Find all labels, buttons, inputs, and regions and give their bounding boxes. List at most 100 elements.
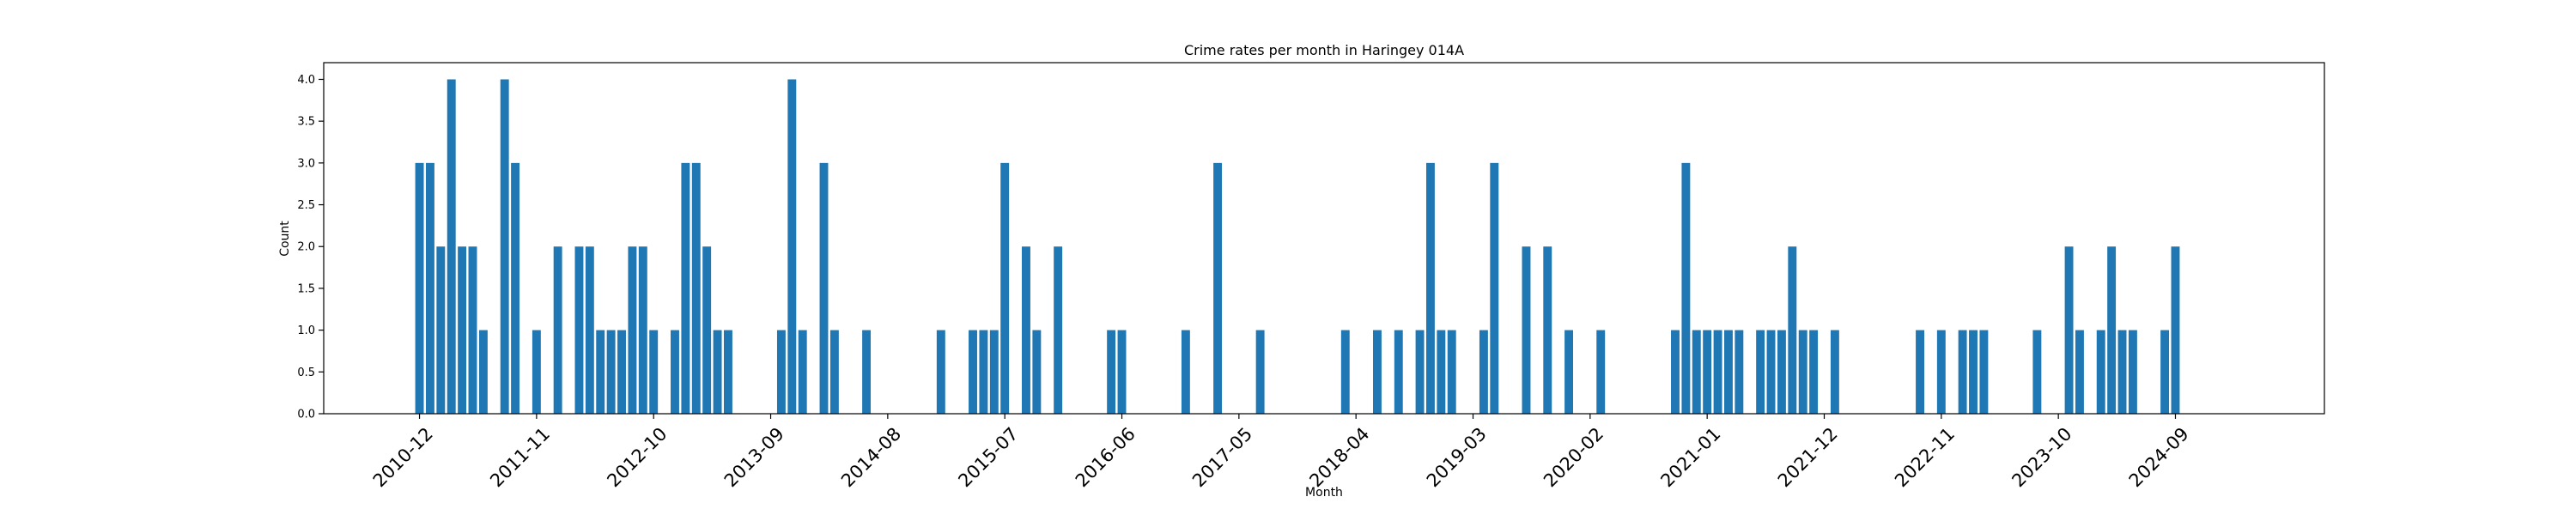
bar-2020-12 (1692, 330, 1701, 414)
x-tick-label: 2015-07 (954, 423, 1022, 491)
x-tick-label: 2013-09 (720, 423, 788, 491)
bars-layer (415, 79, 2180, 415)
x-tick-label: 2016-06 (1072, 423, 1139, 491)
bar-2011-01 (425, 162, 434, 415)
bar-2012-01 (553, 246, 562, 414)
bar-2011-04 (458, 246, 467, 414)
bar-2020-10 (1671, 330, 1680, 414)
bar-2017-07 (1255, 330, 1265, 414)
bar-2021-01 (1703, 330, 1712, 414)
bar-2019-05 (1490, 162, 1499, 415)
bar-2018-10 (1415, 330, 1425, 414)
bar-2023-03 (1979, 330, 1989, 414)
bar-2022-09 (1916, 330, 1924, 414)
bar-2021-10 (1798, 330, 1807, 414)
bar-2016-05 (1107, 330, 1116, 414)
bar-2012-07 (617, 330, 626, 414)
x-tick-label: 2010-12 (369, 423, 437, 491)
bar-2013-11 (787, 79, 797, 414)
bar-2018-11 (1425, 162, 1435, 415)
bar-2021-07 (1766, 330, 1776, 414)
bar-2018-06 (1373, 330, 1382, 414)
bar-2012-08 (628, 246, 637, 414)
bar-2024-08 (2160, 330, 2170, 414)
y-tick-label: 1.5 (297, 282, 315, 295)
bar-2021-03 (1724, 330, 1733, 414)
x-axis: 2010-12 2011-11 2012-10 2013-09 2014-08 2015-… (369, 414, 2193, 491)
bar-2012-06 (606, 330, 616, 414)
x-tick-label: 2024-09 (2125, 423, 2193, 491)
bar-2019-12 (1564, 330, 1574, 414)
bar-2011-05 (468, 246, 477, 414)
bar-2023-01 (1958, 330, 1967, 414)
bar-2019-08 (1522, 246, 1531, 414)
bar-2011-06 (478, 330, 488, 414)
bar-2012-10 (649, 330, 659, 414)
x-tick-label: 2012-10 (603, 423, 671, 491)
y-tick-label: 3.5 (297, 116, 315, 129)
bar-2021-11 (1809, 330, 1819, 414)
x-tick-label: 2014-08 (837, 423, 905, 491)
x-tick-label: 2019-03 (1423, 423, 1491, 491)
bar-2012-09 (638, 246, 647, 414)
bar-2012-12 (671, 330, 679, 414)
x-tick-label: 2011-11 (486, 423, 554, 491)
x-tick-label: 2018-04 (1305, 423, 1373, 491)
bar-2013-05 (724, 330, 732, 414)
bar-2023-11 (2064, 246, 2074, 414)
bar-2013-04 (713, 330, 722, 414)
bar-2022-11 (1936, 330, 1946, 414)
bar-2018-03 (1340, 330, 1350, 414)
bar-2015-10 (1032, 330, 1042, 414)
bar-2015-04 (969, 330, 977, 414)
bar-2021-02 (1713, 330, 1722, 414)
bar-2022-01 (1830, 330, 1839, 414)
bar-2018-08 (1394, 330, 1403, 414)
bar-2014-02 (819, 162, 829, 415)
bar-2014-03 (829, 330, 839, 414)
bar-2024-04 (2117, 330, 2127, 414)
y-tick-label: 2.0 (297, 241, 315, 254)
x-tick-label: 2020-02 (1540, 423, 1607, 491)
bar-2019-04 (1479, 330, 1488, 414)
bar-2013-03 (702, 246, 712, 414)
bar-2015-01 (936, 330, 945, 414)
bar-2019-10 (1543, 246, 1552, 414)
bar-2024-09 (2171, 246, 2180, 414)
bar-2012-04 (585, 246, 594, 414)
plot-frame (323, 62, 2325, 415)
bar-2013-12 (798, 330, 807, 414)
bar-2024-02 (2096, 330, 2105, 414)
bar-2020-03 (1596, 330, 1606, 414)
y-tick-label: 0.0 (297, 409, 315, 421)
chart-title: Crime rates per month in Haringey 014A (1184, 42, 1464, 58)
bar-2012-03 (574, 246, 584, 414)
bar-2021-09 (1788, 246, 1797, 414)
bar-2011-09 (511, 162, 520, 415)
bar-2021-06 (1756, 330, 1765, 414)
bar-2021-08 (1777, 330, 1786, 414)
bar-2010-12 (415, 162, 424, 415)
bar-2013-02 (691, 162, 701, 415)
y-tick-label: 1.0 (297, 324, 315, 337)
bar-2023-08 (2032, 330, 2042, 414)
bar-2011-03 (447, 79, 456, 414)
bar-2015-09 (1022, 246, 1030, 414)
bar-2014-06 (862, 330, 872, 414)
bar-2018-12 (1437, 330, 1446, 414)
bar-2023-02 (1969, 330, 1978, 414)
x-tick-label: 2021-01 (1656, 423, 1724, 491)
y-tick-label: 2.5 (297, 199, 315, 212)
x-tick-label: 2017-05 (1188, 423, 1256, 491)
bar-2019-01 (1447, 330, 1456, 414)
bar-2012-05 (596, 330, 605, 414)
bar-2015-07 (1000, 162, 1010, 415)
y-tick-label: 0.5 (297, 367, 315, 379)
bar-2020-11 (1681, 162, 1691, 415)
y-tick-label: 4.0 (297, 74, 315, 87)
bar-2013-10 (776, 330, 786, 414)
x-axis-label: Month (1305, 486, 1343, 500)
bar-2011-02 (436, 246, 446, 414)
x-tick-label: 2022-11 (1891, 423, 1959, 491)
